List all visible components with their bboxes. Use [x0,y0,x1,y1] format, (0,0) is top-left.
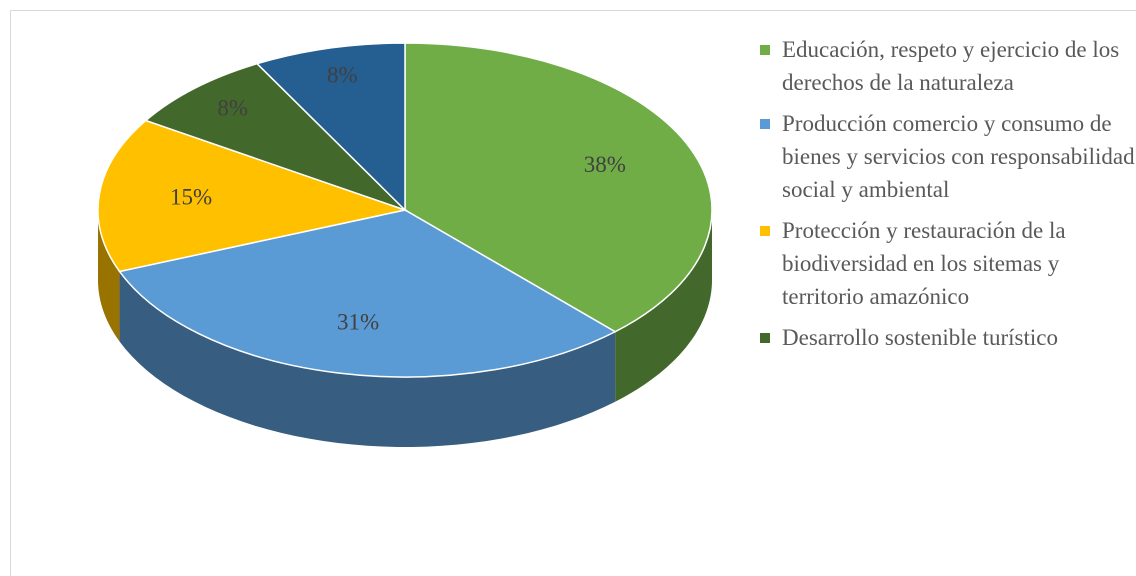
legend-item: Desarrollo sostenible turístico [758,321,1136,354]
legend-label: Producción comercio y consumo de bienes … [782,111,1135,202]
chart-border [10,10,1136,576]
data-label: 31% [337,309,379,334]
legend-label: Desarrollo sostenible turístico [782,325,1058,350]
data-label: 8% [327,63,358,88]
pie-side [119,271,616,447]
legend-swatch [760,226,770,236]
legend-swatch [760,333,770,343]
pie-slice [144,62,406,211]
legend-item: Protección y restauración de la biodiver… [758,214,1136,313]
data-label: 38% [584,152,626,177]
legend-swatch [760,119,770,129]
legend-label: Protección y restauración de la biodiver… [782,218,1066,309]
legend-label: Educación, respeto y ejercicio de los de… [782,37,1120,95]
pie-side [615,210,712,402]
pie-slice [118,209,617,378]
legend: Educación, respeto y ejercicio de los de… [758,33,1136,362]
legend-item: Producción comercio y consumo de bienes … [758,107,1136,206]
legend-swatch [760,45,770,55]
pie-slice [97,119,408,273]
pie-slice [255,42,406,212]
pie-slice [404,42,713,333]
data-label: 8% [217,95,248,120]
data-label: 15% [170,184,212,209]
legend-item: Educación, respeto y ejercicio de los de… [758,33,1136,99]
